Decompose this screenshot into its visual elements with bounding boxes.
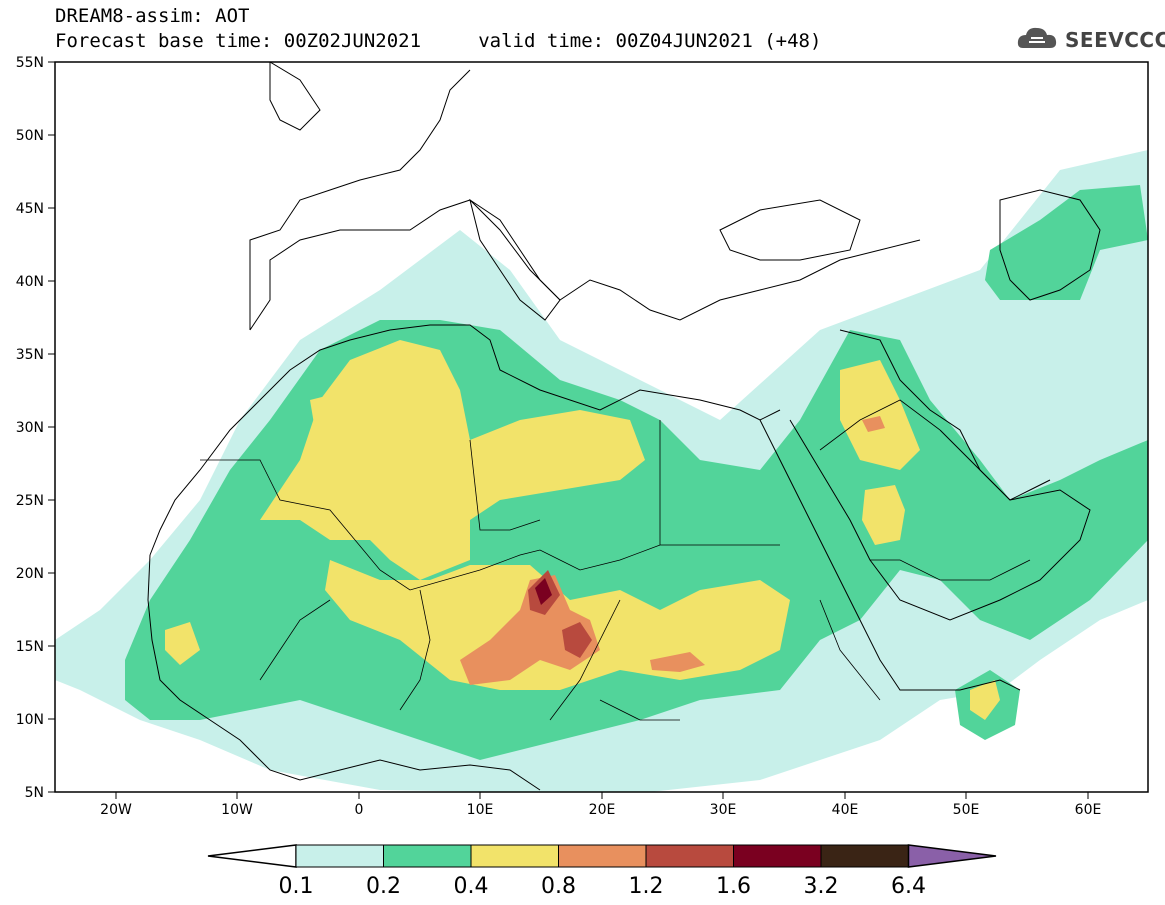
coastline-persian-gulf	[939, 429, 1051, 501]
lat-label: 5N	[25, 785, 44, 801]
colorbar-swatch	[733, 844, 822, 868]
borders	[200, 399, 1031, 721]
colorbar-label: 1.6	[716, 874, 751, 899]
lat-label: 30N	[16, 420, 44, 436]
colorbar-label: 0.8	[541, 874, 576, 899]
aot-contour-0.4f	[970, 680, 1000, 720]
coastline-black-sea	[719, 199, 861, 261]
lat-label: 55N	[16, 55, 44, 71]
aot-contour-0.4d	[862, 485, 905, 545]
colorbar-over-arrow	[907, 844, 997, 868]
aot-contour-0.4g	[310, 395, 335, 430]
colorbar: 0.1 0.2 0.4 0.8 1.2 1.6 3.2 6.4	[207, 844, 997, 899]
coastline-italy	[469, 198, 561, 321]
colorbar-swatch	[383, 844, 472, 868]
map-title: DREAM8-assim: AOT	[55, 5, 250, 27]
forecast-time-line: Forecast base time: 00Z02JUN2021 valid t…	[55, 30, 822, 52]
aot-contour-0.2b	[985, 185, 1148, 300]
aot-contour-0.4c	[840, 360, 920, 470]
colorbar-label: 0.4	[454, 874, 489, 899]
coastline-iberia	[249, 69, 471, 330]
cloud-icon	[1017, 27, 1057, 48]
coastline-red-sea	[759, 419, 1021, 691]
lon-label: 40E	[832, 802, 859, 818]
brand-logo-text: SEEVCCC	[1065, 28, 1165, 52]
aot-contour-1.2b	[562, 622, 592, 658]
aot-contour-0.8c	[862, 416, 885, 432]
lat-label: 15N	[16, 639, 44, 655]
colorbar-label: 1.2	[629, 874, 664, 899]
colorbar-swatch	[470, 844, 559, 868]
lat-label: 10N	[16, 712, 44, 728]
colorbar-swatch	[295, 844, 384, 868]
aot-field	[55, 150, 1148, 792]
lat-label: 20N	[16, 566, 44, 582]
lat-label: 35N	[16, 347, 44, 363]
colorbar-label: 0.1	[279, 874, 314, 899]
lon-label: 20E	[589, 802, 616, 818]
lat-label: 50N	[16, 128, 44, 144]
aot-contour-1.6	[535, 578, 552, 605]
lon-label: 10W	[221, 802, 253, 818]
aot-contour-0.8b	[650, 652, 705, 672]
aot-contour-0.4	[260, 340, 645, 580]
coastline-west-africa	[147, 554, 541, 791]
aot-contour-0.4e	[165, 622, 200, 665]
aot-contour-0.8	[460, 575, 600, 685]
lat-label: 45N	[16, 201, 44, 217]
colorbar-swatch	[820, 844, 909, 868]
coastlines	[147, 62, 1101, 791]
lon-label: 0	[355, 802, 364, 818]
colorbar-label: 3.2	[804, 874, 839, 899]
lon-label: 30E	[710, 802, 737, 818]
coastline-caspian	[999, 189, 1101, 301]
colorbar-label: 0.2	[366, 874, 401, 899]
colorbar-swatch	[558, 844, 647, 868]
lon-axis: 20W 10W 0 10E 20E 30E 40E 50E 60E	[100, 792, 1101, 818]
lat-label: 40N	[16, 274, 44, 290]
colorbar-swatch	[645, 844, 734, 868]
lon-label: 50E	[953, 802, 980, 818]
coastline-north-africa	[149, 324, 781, 556]
colorbar-under-arrow	[207, 844, 297, 868]
coastline-arabia	[789, 329, 1091, 621]
coastline-british-isles	[269, 62, 321, 131]
lon-label: 20W	[100, 802, 132, 818]
lon-label: 60E	[1075, 802, 1102, 818]
colorbar-label: 6.4	[891, 874, 926, 899]
lat-label: 25N	[16, 493, 44, 509]
lat-axis: 55N 50N 45N 40N 35N 30N 25N 20N 15N 10N …	[16, 55, 55, 801]
lon-label: 10E	[467, 802, 494, 818]
